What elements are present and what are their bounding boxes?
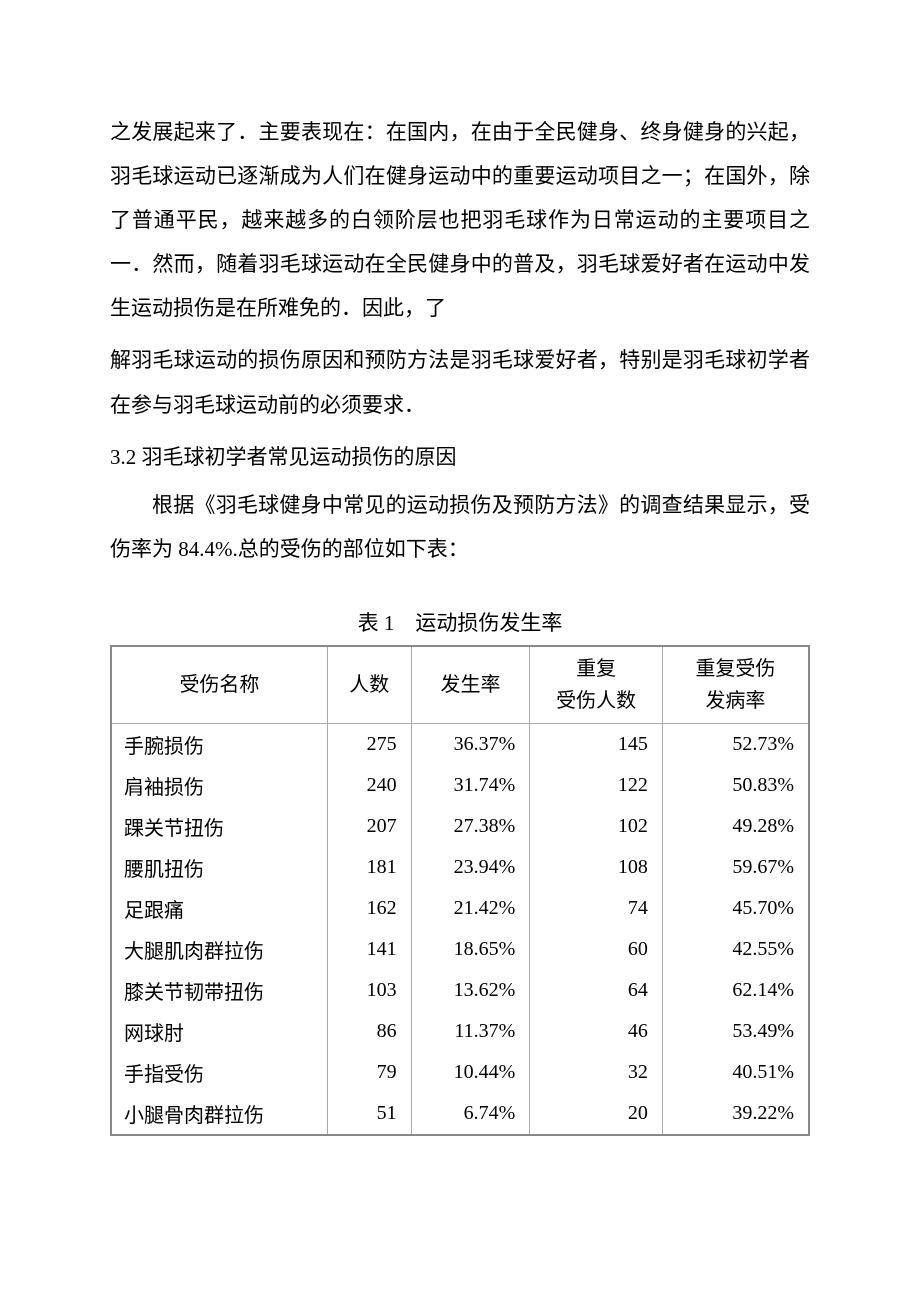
cell-repeat-rate: 59.67% [662,847,809,888]
col-header-rate: 发生率 [411,646,530,724]
cell-injury-name: 踝关节扭伤 [111,806,327,847]
injury-rate-table: 受伤名称 人数 发生率 重复 受伤人数 重复受伤 发病率 手腕损伤27536.3… [110,645,810,1136]
col-header-count: 人数 [327,646,411,724]
table-row: 踝关节扭伤20727.38%10249.28% [111,806,809,847]
table-row: 手指受伤7910.44%3240.51% [111,1052,809,1093]
cell-injury-name: 大腿肌肉群拉伤 [111,929,327,970]
cell-rate: 21.42% [411,888,530,929]
cell-repeat-count: 46 [530,1011,663,1052]
cell-repeat-rate: 52.73% [662,723,809,765]
body-paragraph-2: 解羽毛球运动的损伤原因和预防方法是羽毛球爱好者，特别是羽毛球初学者在参与羽毛球运… [110,338,810,426]
table-row: 腰肌扭伤18123.94%10859.67% [111,847,809,888]
cell-rate: 13.62% [411,970,530,1011]
table-row: 大腿肌肉群拉伤14118.65%6042.55% [111,929,809,970]
cell-repeat-rate: 39.22% [662,1093,809,1135]
col-header-repeat-rate-line2: 发病率 [673,685,798,717]
cell-count: 103 [327,970,411,1011]
cell-repeat-count: 20 [530,1093,663,1135]
cell-repeat-rate: 40.51% [662,1052,809,1093]
cell-count: 141 [327,929,411,970]
cell-count: 51 [327,1093,411,1135]
section-heading-3-2: 3.2 羽毛球初学者常见运动损伤的原因 [110,435,810,479]
col-header-name: 受伤名称 [111,646,327,724]
cell-rate: 27.38% [411,806,530,847]
cell-repeat-rate: 53.49% [662,1011,809,1052]
cell-injury-name: 肩袖损伤 [111,765,327,806]
table-row: 膝关节韧带扭伤10313.62%6462.14% [111,970,809,1011]
cell-count: 162 [327,888,411,929]
cell-repeat-count: 64 [530,970,663,1011]
cell-repeat-count: 60 [530,929,663,970]
col-header-repeat-rate: 重复受伤 发病率 [662,646,809,724]
cell-repeat-count: 108 [530,847,663,888]
cell-repeat-count: 145 [530,723,663,765]
cell-injury-name: 腰肌扭伤 [111,847,327,888]
cell-injury-name: 手指受伤 [111,1052,327,1093]
cell-repeat-rate: 50.83% [662,765,809,806]
body-paragraph-3: 根据《羽毛球健身中常见的运动损伤及预防方法》的调查结果显示，受伤率为 84.4%… [110,483,810,571]
col-header-repeat: 重复 受伤人数 [530,646,663,724]
body-paragraph-1: 之发展起来了．主要表现在：在国内，在由于全民健身、终身健身的兴起，羽毛球运动已逐… [110,110,810,330]
col-header-repeat-line1: 重复 [540,653,652,685]
cell-count: 86 [327,1011,411,1052]
cell-rate: 10.44% [411,1052,530,1093]
cell-repeat-rate: 42.55% [662,929,809,970]
col-header-repeat-line2: 受伤人数 [540,685,652,717]
table-row: 小腿骨肉群拉伤516.74%2039.22% [111,1093,809,1135]
table-row: 肩袖损伤24031.74%12250.83% [111,765,809,806]
cell-rate: 6.74% [411,1093,530,1135]
cell-count: 181 [327,847,411,888]
cell-repeat-rate: 45.70% [662,888,809,929]
cell-injury-name: 足跟痛 [111,888,327,929]
cell-rate: 18.65% [411,929,530,970]
cell-repeat-rate: 62.14% [662,970,809,1011]
cell-rate: 31.74% [411,765,530,806]
cell-injury-name: 膝关节韧带扭伤 [111,970,327,1011]
table-caption: 表 1 运动损伤发生率 [110,607,810,637]
table-row: 网球肘8611.37%4653.49% [111,1011,809,1052]
cell-count: 207 [327,806,411,847]
cell-repeat-rate: 49.28% [662,806,809,847]
cell-count: 275 [327,723,411,765]
cell-injury-name: 网球肘 [111,1011,327,1052]
table-row: 手腕损伤27536.37%14552.73% [111,723,809,765]
cell-injury-name: 手腕损伤 [111,723,327,765]
cell-repeat-count: 32 [530,1052,663,1093]
col-header-repeat-rate-line1: 重复受伤 [673,653,798,685]
table-body: 手腕损伤27536.37%14552.73%肩袖损伤24031.74%12250… [111,723,809,1135]
cell-repeat-count: 122 [530,765,663,806]
table-header: 受伤名称 人数 发生率 重复 受伤人数 重复受伤 发病率 [111,646,809,724]
table-row: 足跟痛16221.42%7445.70% [111,888,809,929]
cell-repeat-count: 102 [530,806,663,847]
cell-repeat-count: 74 [530,888,663,929]
cell-rate: 36.37% [411,723,530,765]
cell-count: 79 [327,1052,411,1093]
cell-count: 240 [327,765,411,806]
cell-injury-name: 小腿骨肉群拉伤 [111,1093,327,1135]
cell-rate: 11.37% [411,1011,530,1052]
cell-rate: 23.94% [411,847,530,888]
